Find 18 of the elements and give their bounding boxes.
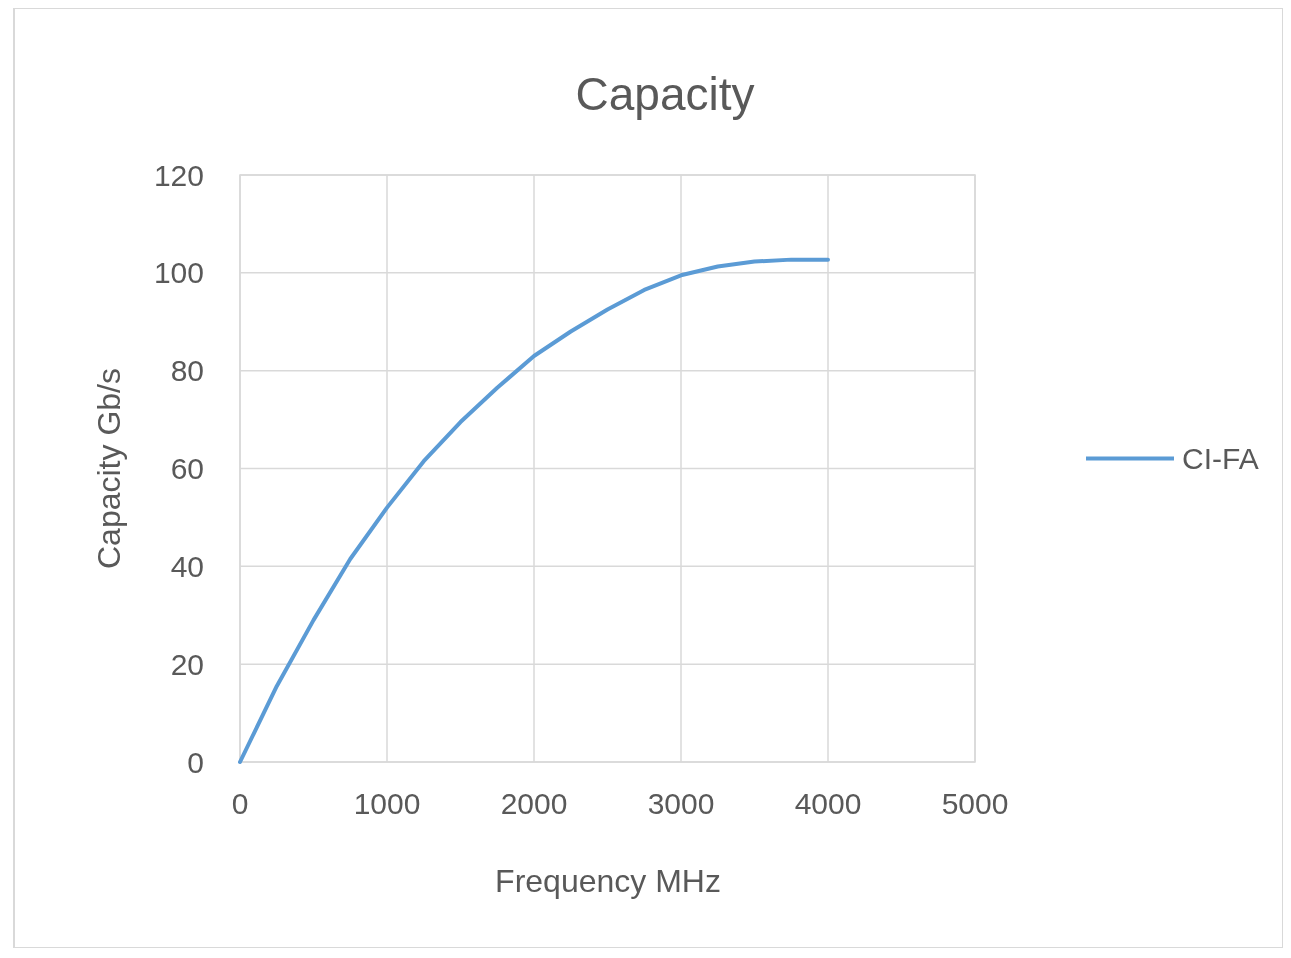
y-tick-label: 60 <box>170 452 204 485</box>
y-axis-title: Capacity Gb/s <box>91 368 127 569</box>
y-tick-label: 20 <box>170 647 204 681</box>
y-tick-label: 120 <box>153 158 204 192</box>
y-tick-label: 80 <box>170 354 204 388</box>
legend-label: CI-FA <box>1182 442 1259 475</box>
x-tick-label: 5000 <box>941 787 1009 820</box>
x-tick-label: 1000 <box>353 787 421 820</box>
x-tick-label: 3000 <box>647 787 715 820</box>
line-series <box>238 257 830 764</box>
x-axis-title: Frequency MHz <box>495 863 721 899</box>
x-tick-label: 2000 <box>500 787 568 820</box>
x-tick-label: 4000 <box>794 787 862 820</box>
x-tick-label: 0 <box>231 787 249 820</box>
y-tick-label: 0 <box>187 745 204 779</box>
chart-title: Capacity <box>575 68 755 120</box>
y-tick-label: 40 <box>170 549 204 583</box>
y-tick-label: 100 <box>153 256 204 290</box>
